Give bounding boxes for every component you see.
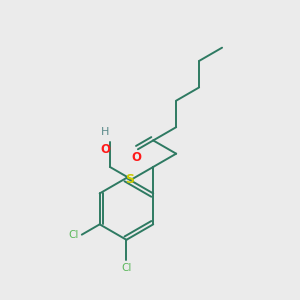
Text: H: H bbox=[101, 128, 110, 137]
Text: O: O bbox=[100, 143, 110, 156]
Text: Cl: Cl bbox=[121, 263, 132, 273]
Text: S: S bbox=[126, 173, 135, 186]
Text: Cl: Cl bbox=[68, 230, 79, 240]
Text: O: O bbox=[131, 151, 141, 164]
